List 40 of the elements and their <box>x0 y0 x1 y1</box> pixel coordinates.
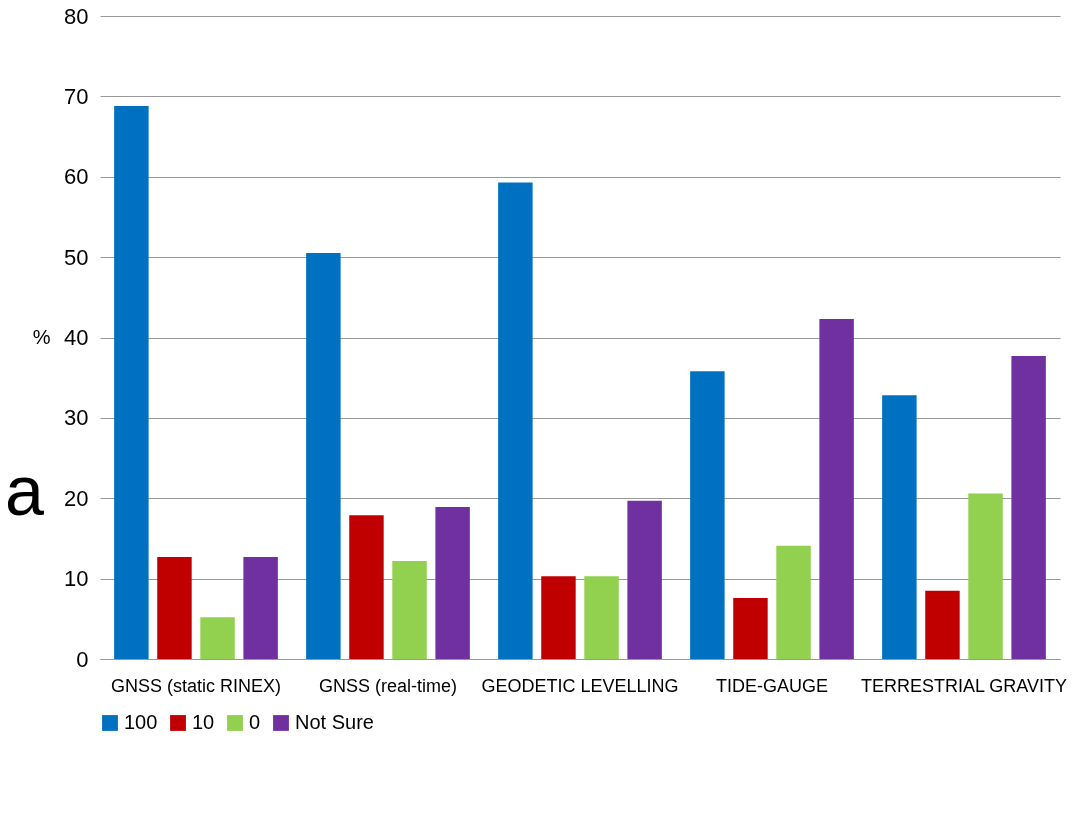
y-tick-label: 70 <box>64 83 89 109</box>
bar <box>243 556 278 659</box>
bar <box>882 395 917 659</box>
x-tick-label: GNSS (real-time) <box>318 675 458 696</box>
bar <box>349 515 384 659</box>
bar <box>819 319 854 659</box>
bar <box>776 545 811 659</box>
bar <box>1011 355 1046 659</box>
x-tick-label: GEODETIC LEVELLING <box>481 675 679 696</box>
y-tick-label: 80 <box>64 3 89 29</box>
y-tick-label: 50 <box>64 244 89 270</box>
bar <box>968 493 1003 659</box>
legend-label: 0 <box>249 711 261 733</box>
bar <box>200 617 235 659</box>
y-tick-label: 30 <box>64 405 89 431</box>
bar <box>498 182 533 659</box>
bar <box>733 597 768 659</box>
bar <box>690 371 725 659</box>
y-tick-label: 60 <box>64 164 89 190</box>
bar <box>627 500 662 659</box>
bar <box>392 560 427 659</box>
bar <box>306 253 341 659</box>
bar <box>584 576 619 659</box>
y-tick-label: 20 <box>64 485 89 511</box>
legend-label: 100 <box>124 711 158 733</box>
x-tick-label: GNSS (static RINEX) <box>110 675 282 696</box>
x-tick-label: TIDE-GAUGE <box>715 675 829 696</box>
bar <box>114 106 149 659</box>
legend-label: Not Sure <box>295 711 374 733</box>
y-tick-label: 10 <box>64 566 89 592</box>
y-tick-label: 40 <box>64 325 89 350</box>
bar <box>157 556 192 659</box>
x-tick-label: TERRESTRIAL GRAVITY <box>860 675 1068 696</box>
bar <box>435 507 470 659</box>
text: a <box>5 452 44 530</box>
bar <box>925 590 960 659</box>
bar <box>541 576 576 659</box>
legend-label: 10 <box>192 711 215 733</box>
y-tick-label: 0 <box>76 646 89 672</box>
y-axis-title: % <box>32 325 51 348</box>
